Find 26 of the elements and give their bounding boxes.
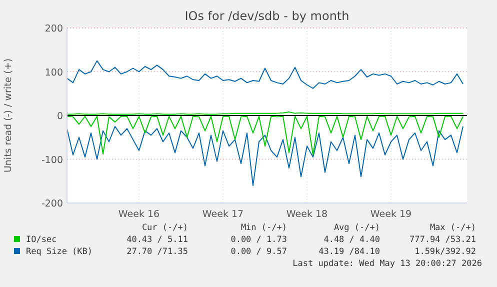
text: 4.48 / 4.40: [324, 235, 380, 245]
y-tick-label: 100: [44, 67, 63, 78]
text: Cur (-/+): [142, 223, 188, 233]
text: Last update: Wed May 13 20:00:27 2026: [292, 259, 482, 269]
x-tick-label: Week 17: [202, 209, 244, 220]
legend-label: Req Size (KB): [26, 247, 93, 257]
x-tick-label: Week 18: [286, 209, 328, 220]
text: 27.70 /71.35: [126, 247, 188, 257]
x-tick-label: Week 16: [118, 209, 160, 220]
text: 40.43 / 5.11: [126, 235, 188, 245]
y-tick-label: 0: [56, 111, 63, 122]
chart-title: IOs for /dev/sdb - by month: [184, 9, 350, 23]
text: Min (-/+): [240, 223, 287, 233]
y-tick-label: 200: [44, 24, 63, 34]
text: 0.00 / 9.57: [230, 247, 287, 257]
y-axis-title: Units read (-) / write (+): [3, 58, 14, 173]
y-tick-label: -100: [41, 154, 63, 166]
legend-label: IO/sec: [26, 235, 57, 245]
text: 0.00 / 1.73: [230, 235, 287, 245]
text: 1.59k/392.92: [414, 247, 476, 257]
text: Avg (-/+): [334, 223, 380, 233]
text: 43.19 /84.10: [318, 247, 380, 257]
text: 777.94 /53.21: [409, 235, 476, 245]
x-tick-label: Week 19: [370, 209, 412, 220]
y-tick-label: -200: [41, 198, 63, 210]
text: Max (-/+): [430, 223, 476, 233]
